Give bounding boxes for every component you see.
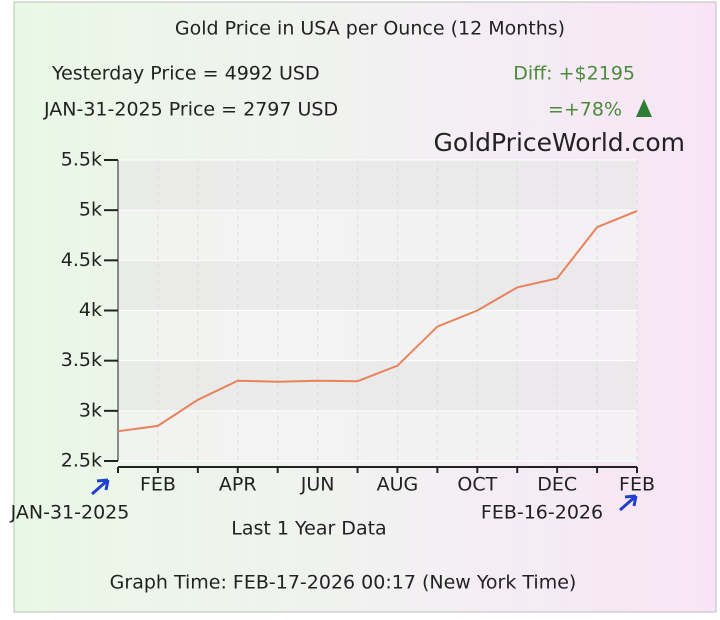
x-tick-label: DEC: [537, 474, 577, 496]
grid-band: [118, 260, 637, 311]
x-tick-label: JUN: [300, 474, 335, 496]
start-date: JAN-31-2025: [10, 502, 130, 524]
y-tick-label: 4.5k: [61, 249, 102, 271]
grid-band: [118, 360, 637, 411]
period-label: Last 1 Year Data: [231, 518, 386, 540]
grid-band: [118, 410, 637, 461]
start-price: JAN-31-2025 Price = 2797 USD: [43, 99, 338, 121]
grid-band: [118, 210, 637, 261]
y-tick-label: 3k: [79, 399, 102, 421]
price-line: [117, 210, 638, 433]
y-tick-label: 4k: [79, 299, 102, 321]
percent: =+78%: [548, 99, 622, 121]
start-arrow: [91, 478, 110, 496]
up-icon: [636, 99, 652, 117]
x-tick-label: OCT: [457, 474, 497, 496]
x-tick-label: FEB: [619, 474, 655, 496]
yesterday-price: Yesterday Price = 4992 USD: [51, 63, 320, 85]
graph-time: Graph Time: FEB-17-2026 00:17 (New York …: [110, 572, 577, 594]
x-tick-label: APR: [219, 474, 257, 496]
site-name: GoldPriceWorld.com: [434, 128, 685, 157]
y-tick-label: 3.5k: [61, 349, 102, 371]
x-tick-label: FEB: [140, 474, 176, 496]
grid-band: [118, 310, 637, 361]
y-tick-label: 5.5k: [61, 149, 102, 171]
diff: Diff: +$2195: [513, 63, 635, 85]
y-tick-label: 5k: [79, 199, 102, 221]
chart-title: Gold Price in USA per Ounce (12 Months): [175, 18, 565, 40]
grid-band: [118, 160, 637, 211]
x-tick-label: AUG: [377, 474, 419, 496]
y-tick-label: 2.5k: [61, 450, 102, 472]
end-date: FEB-16-2026: [481, 502, 603, 524]
end-arrow: [619, 494, 638, 512]
